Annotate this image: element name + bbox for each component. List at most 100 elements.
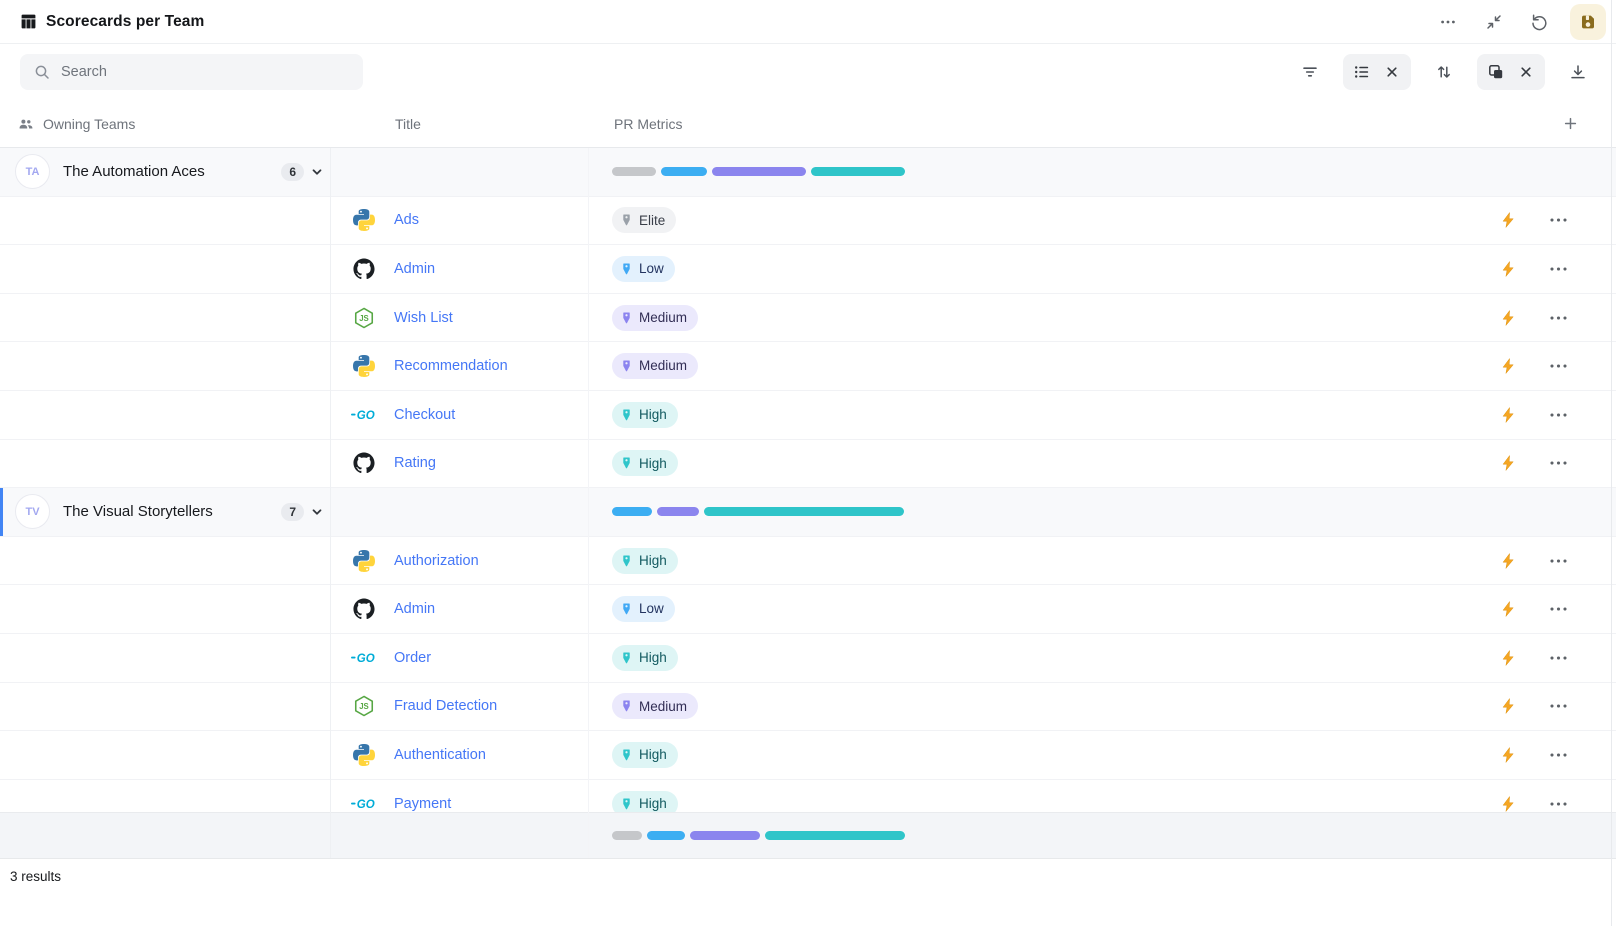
metric-label: High: [639, 747, 667, 763]
search-input[interactable]: [61, 64, 351, 80]
owning-team-cell: [0, 780, 330, 812]
table-body: TA The Automation Aces 6 Ads Elite Admin Low JS…: [0, 148, 1616, 812]
summary-row: [0, 812, 1616, 858]
table-row: Rating High: [0, 439, 1616, 489]
clear-list-view-button[interactable]: [1377, 57, 1407, 87]
chevron-down-icon[interactable]: [310, 505, 324, 519]
row-menu-button[interactable]: [1546, 549, 1570, 573]
progress-segment-teal: [811, 167, 905, 177]
github-icon: [351, 452, 377, 474]
filter-button[interactable]: [1294, 56, 1326, 88]
row-actions: [1496, 306, 1570, 330]
entity-link[interactable]: Payment: [394, 795, 452, 812]
quick-action-bolt-button[interactable]: [1496, 646, 1520, 670]
metric-label: High: [639, 649, 667, 665]
medal-icon: [621, 214, 632, 226]
row-menu-button[interactable]: [1546, 354, 1570, 378]
team-name: The Automation Aces: [63, 163, 205, 181]
entity-link[interactable]: Authorization: [394, 552, 479, 569]
python-icon: [351, 355, 377, 378]
quick-action-bolt-button[interactable]: [1496, 208, 1520, 232]
team-avatar: TA: [15, 154, 50, 190]
row-actions: [1496, 549, 1570, 573]
quick-action-bolt-button[interactable]: [1496, 597, 1520, 621]
page-title: Scorecards per Team: [46, 12, 205, 30]
owning-team-cell: [0, 197, 330, 245]
metric-badge: Medium: [612, 353, 699, 380]
quick-action-bolt-button[interactable]: [1496, 306, 1520, 330]
group-team-cell: TA The Automation Aces 6: [0, 148, 330, 196]
column-label: Owning Teams: [43, 115, 136, 132]
clear-group-by-button[interactable]: [1511, 57, 1541, 87]
group-row[interactable]: TV The Visual Storytellers 7: [0, 488, 1616, 537]
column-header-pr-metrics[interactable]: PR Metrics: [588, 116, 1556, 132]
teams-icon: [18, 116, 34, 132]
medal-icon: [621, 263, 632, 275]
medal-icon: [621, 555, 632, 567]
list-view-button[interactable]: [1347, 57, 1377, 87]
go-icon: GO: [351, 651, 377, 664]
download-button[interactable]: [1562, 56, 1594, 88]
sort-button[interactable]: [1428, 56, 1460, 88]
metric-badge: Elite: [612, 207, 677, 234]
pr-metrics-cell: High: [588, 780, 1616, 812]
undo-button[interactable]: [1524, 6, 1556, 38]
owning-team-cell: [0, 634, 330, 682]
entity-link[interactable]: Ads: [394, 212, 419, 229]
table-row: JS Wish List Medium: [0, 293, 1616, 343]
row-actions: [1496, 792, 1570, 812]
group-row[interactable]: TA The Automation Aces 6: [0, 148, 1616, 197]
quick-action-bolt-button[interactable]: [1496, 257, 1520, 281]
quick-action-bolt-button[interactable]: [1496, 694, 1520, 718]
row-menu-button[interactable]: [1546, 257, 1570, 281]
team-name: The Visual Storytellers: [63, 503, 213, 521]
entity-link[interactable]: Wish List: [394, 309, 453, 326]
table-row: GO Payment High: [0, 779, 1616, 812]
add-column-button[interactable]: [1556, 110, 1584, 138]
row-menu-button[interactable]: [1546, 743, 1570, 767]
row-actions: [1496, 354, 1570, 378]
row-menu-button[interactable]: [1546, 208, 1570, 232]
column-header-title[interactable]: Title: [330, 116, 588, 132]
title-cell: JS Fraud Detection: [330, 683, 588, 731]
progress-segment-blue: [612, 507, 652, 517]
search-box[interactable]: [20, 54, 363, 90]
more-options-button[interactable]: [1432, 6, 1464, 38]
entity-link[interactable]: Checkout: [394, 406, 456, 423]
row-menu-button[interactable]: [1546, 597, 1570, 621]
row-menu-button[interactable]: [1546, 694, 1570, 718]
entity-link[interactable]: Fraud Detection: [394, 698, 498, 715]
quick-action-bolt-button[interactable]: [1496, 549, 1520, 573]
chevron-down-icon[interactable]: [310, 165, 324, 179]
entity-link[interactable]: Rating: [394, 455, 436, 472]
title-cell: Ads: [330, 197, 588, 245]
row-menu-button[interactable]: [1546, 792, 1570, 812]
quick-action-bolt-button[interactable]: [1496, 451, 1520, 475]
quick-action-bolt-button[interactable]: [1496, 354, 1520, 378]
summary-progress-bar: [612, 831, 905, 840]
entity-link[interactable]: Recommendation: [394, 358, 508, 375]
medal-icon: [621, 603, 632, 615]
row-menu-button[interactable]: [1546, 646, 1570, 670]
row-menu-button[interactable]: [1546, 403, 1570, 427]
group-progress-bar: [612, 167, 905, 177]
collapse-button[interactable]: [1478, 6, 1510, 38]
entity-link[interactable]: Order: [394, 649, 432, 666]
pr-metrics-cell: Elite: [588, 197, 1616, 245]
save-button[interactable]: [1570, 3, 1606, 40]
column-header-owning-teams[interactable]: Owning Teams: [0, 116, 330, 132]
group-by-button[interactable]: [1481, 57, 1511, 87]
table: Owning Teams Title PR Metrics TA The Auto…: [0, 100, 1616, 926]
row-menu-button[interactable]: [1546, 451, 1570, 475]
pr-metrics-cell: High: [588, 634, 1616, 682]
entity-link[interactable]: Admin: [394, 601, 436, 618]
quick-action-bolt-button[interactable]: [1496, 743, 1520, 767]
entity-link[interactable]: Authentication: [394, 746, 486, 763]
quick-action-bolt-button[interactable]: [1496, 403, 1520, 427]
row-actions: [1496, 257, 1570, 281]
row-menu-button[interactable]: [1546, 306, 1570, 330]
entity-link[interactable]: Admin: [394, 260, 436, 277]
quick-action-bolt-button[interactable]: [1496, 792, 1520, 812]
row-actions: [1496, 597, 1570, 621]
owning-team-cell: [0, 683, 330, 731]
